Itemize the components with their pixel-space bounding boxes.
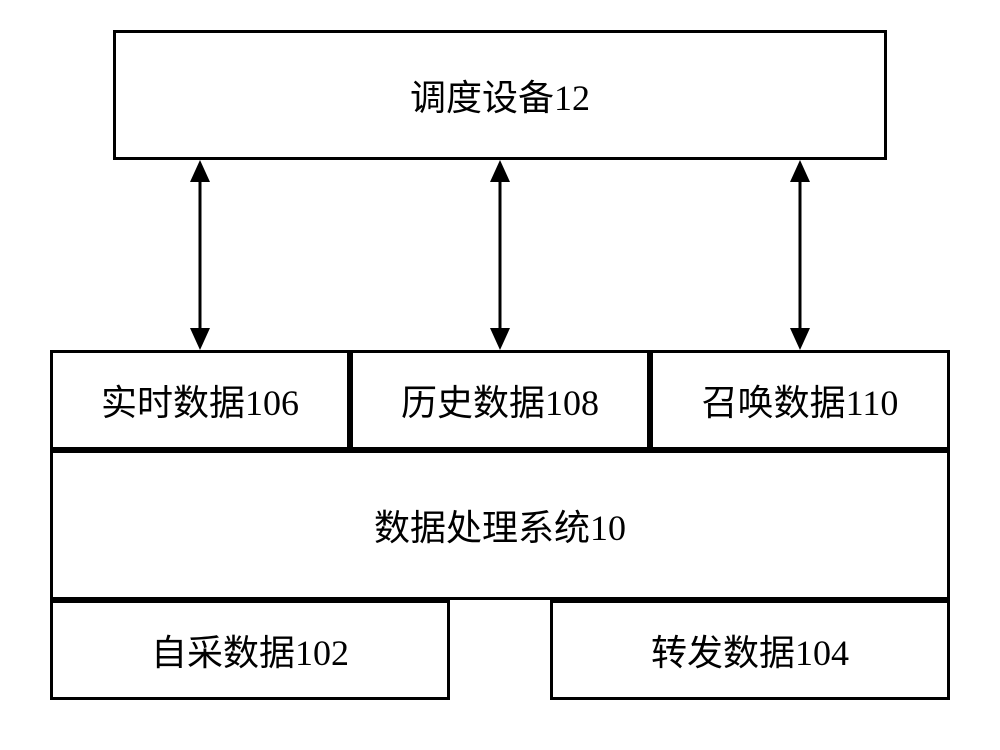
system-label: 数据处理系统10 xyxy=(374,499,626,551)
forward-box: 转发数据104 xyxy=(550,600,950,700)
history-label: 历史数据108 xyxy=(401,374,599,426)
realtime-label: 实时数据106 xyxy=(101,374,299,426)
summon-box: 召唤数据110 xyxy=(650,350,950,450)
realtime-box: 实时数据106 xyxy=(50,350,350,450)
summon-label: 召唤数据110 xyxy=(702,374,899,426)
dispatch-label: 调度设备12 xyxy=(410,69,590,121)
forward-label: 转发数据104 xyxy=(651,624,849,676)
self-collect-box: 自采数据102 xyxy=(50,600,450,700)
diagram-canvas: 调度设备12 实时数据106 历史数据108 召唤数据110 数据处理系统10 … xyxy=(0,0,1000,750)
self-collect-label: 自采数据102 xyxy=(151,624,349,676)
dispatch-box: 调度设备12 xyxy=(113,30,887,160)
history-box: 历史数据108 xyxy=(350,350,650,450)
system-box: 数据处理系统10 xyxy=(50,450,950,600)
